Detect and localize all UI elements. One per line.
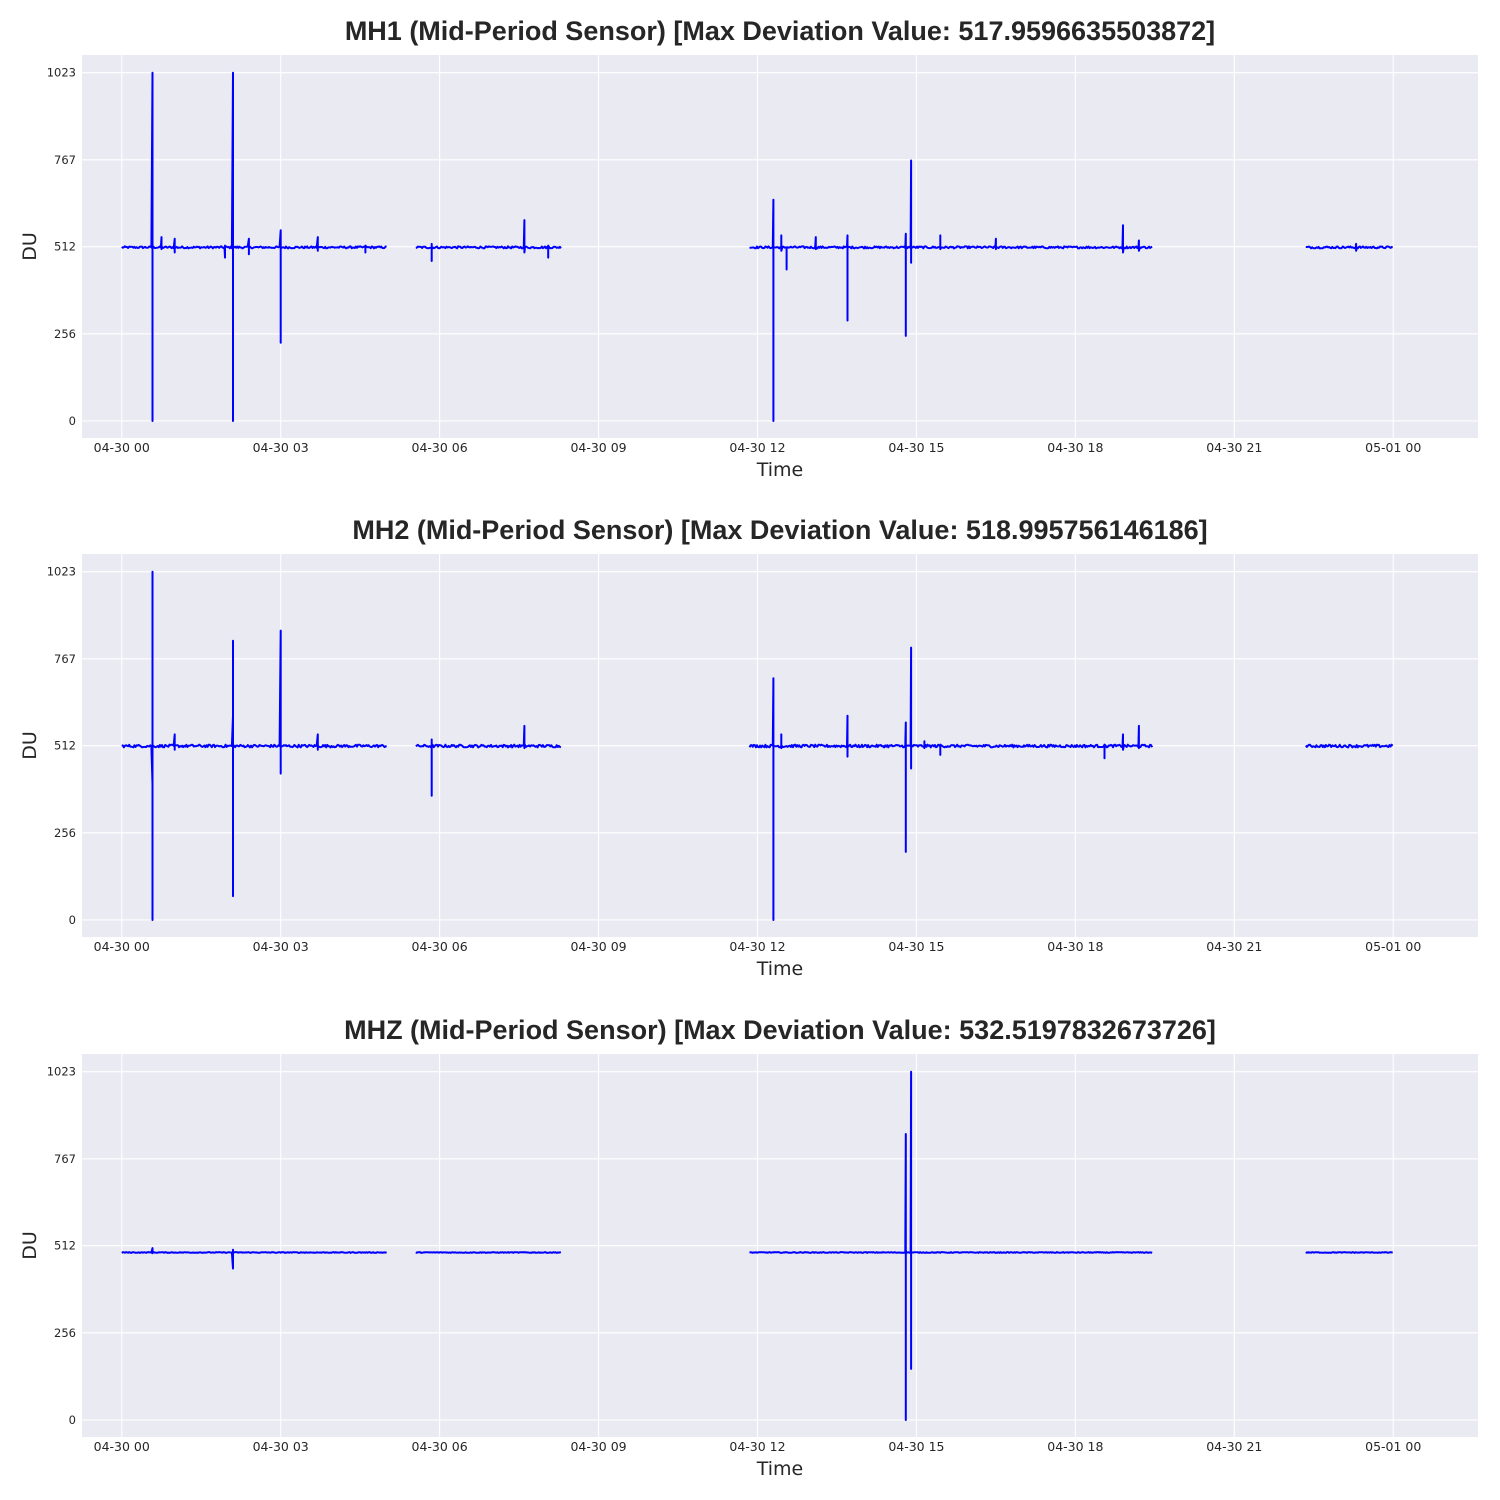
data-line-segment: [1305, 242, 1394, 252]
chart-title: MH1 (Mid-Period Sensor) [Max Deviation V…: [345, 16, 1215, 46]
x-tick-label: 04-30 09: [570, 440, 626, 455]
data-line-segment: [749, 1070, 1153, 1421]
x-tick-label: 04-30 09: [570, 1439, 626, 1454]
x-tick-label: 04-30 06: [412, 440, 468, 455]
data-line-segment: [415, 1251, 562, 1254]
y-tick-label: 512: [54, 240, 76, 254]
x-tick-label: 04-30 21: [1206, 440, 1262, 455]
subplot-2: 0 256 512 767 1023 04-30 00 04-30 03 04-30 06 04…: [19, 515, 1478, 980]
x-tick-label: 04-30 21: [1206, 1439, 1262, 1454]
data-line-segment: [121, 71, 387, 422]
x-tick-label: 04-30 12: [729, 440, 785, 455]
x-tick-label: 04-30 15: [888, 939, 944, 954]
chart-title: MHZ (Mid-Period Sensor) [Max Deviation V…: [344, 1015, 1216, 1045]
data-line-segment: [415, 219, 562, 262]
data-line-segment: [749, 159, 1153, 422]
y-axis-label: DU: [19, 731, 41, 760]
x-tick-label: 04-30 00: [94, 939, 150, 954]
x-tick-label: 05-01 00: [1365, 1439, 1421, 1454]
x-tick-label: 04-30 09: [570, 939, 626, 954]
y-tick-label: 1023: [47, 565, 76, 579]
x-tick-label: 04-30 15: [888, 1439, 944, 1454]
x-tick-label: 04-30 03: [253, 939, 309, 954]
y-tick-label: 767: [54, 652, 76, 666]
x-tick-label: 04-30 18: [1047, 440, 1103, 455]
y-tick-label: 256: [54, 826, 76, 840]
y-tick-label: 1023: [47, 66, 76, 80]
x-tick-label: 04-30 21: [1206, 939, 1262, 954]
x-tick-label: 05-01 00: [1365, 939, 1421, 954]
data-line-segment: [1305, 743, 1394, 749]
x-tick-label: 04-30 00: [94, 440, 150, 455]
y-tick-label: 0: [69, 1413, 76, 1427]
y-tick-label: 512: [54, 739, 76, 753]
y-axis-label: DU: [19, 232, 41, 261]
y-tick-label: 767: [54, 153, 76, 167]
y-tick-label: 256: [54, 327, 76, 341]
x-tick-label: 04-30 00: [94, 1439, 150, 1454]
data-line-segment: [415, 724, 562, 797]
data-line-segment: [748, 646, 1154, 921]
x-tick-label: 04-30 06: [412, 1439, 468, 1454]
x-axis-label: Time: [756, 1458, 804, 1480]
y-tick-label: 512: [54, 1239, 76, 1253]
x-tick-label: 04-30 18: [1047, 1439, 1103, 1454]
y-tick-label: 256: [54, 1326, 76, 1340]
x-tick-label: 05-01 00: [1365, 440, 1421, 455]
subplot-3: 0 256 512 767 1023 04-30 00 04-30 03 04-30 06 04…: [19, 1015, 1478, 1480]
y-tick-label: 1023: [47, 1065, 76, 1079]
x-tick-label: 04-30 03: [253, 1439, 309, 1454]
subplot-1: 0 256 512 767 1023 04-30 00 04-30 03 04-30 06 04…: [19, 16, 1478, 481]
data-line-segment: [121, 570, 388, 921]
x-tick-label: 04-30 06: [412, 939, 468, 954]
chart-title: MH2 (Mid-Period Sensor) [Max Deviation V…: [352, 515, 1207, 545]
x-axis-label: Time: [756, 459, 804, 481]
data-line-segment: [1305, 1251, 1393, 1254]
y-axis-label: DU: [19, 1231, 41, 1260]
y-tick-label: 0: [69, 913, 76, 927]
x-tick-label: 04-30 03: [253, 440, 309, 455]
x-tick-label: 04-30 18: [1047, 939, 1103, 954]
x-tick-label: 04-30 12: [729, 939, 785, 954]
x-tick-label: 04-30 15: [888, 440, 944, 455]
y-tick-label: 0: [69, 414, 76, 428]
x-tick-label: 04-30 12: [729, 1439, 785, 1454]
data-line-segment: [121, 1247, 387, 1270]
x-axis-label: Time: [756, 958, 804, 980]
y-tick-label: 767: [54, 1152, 76, 1166]
